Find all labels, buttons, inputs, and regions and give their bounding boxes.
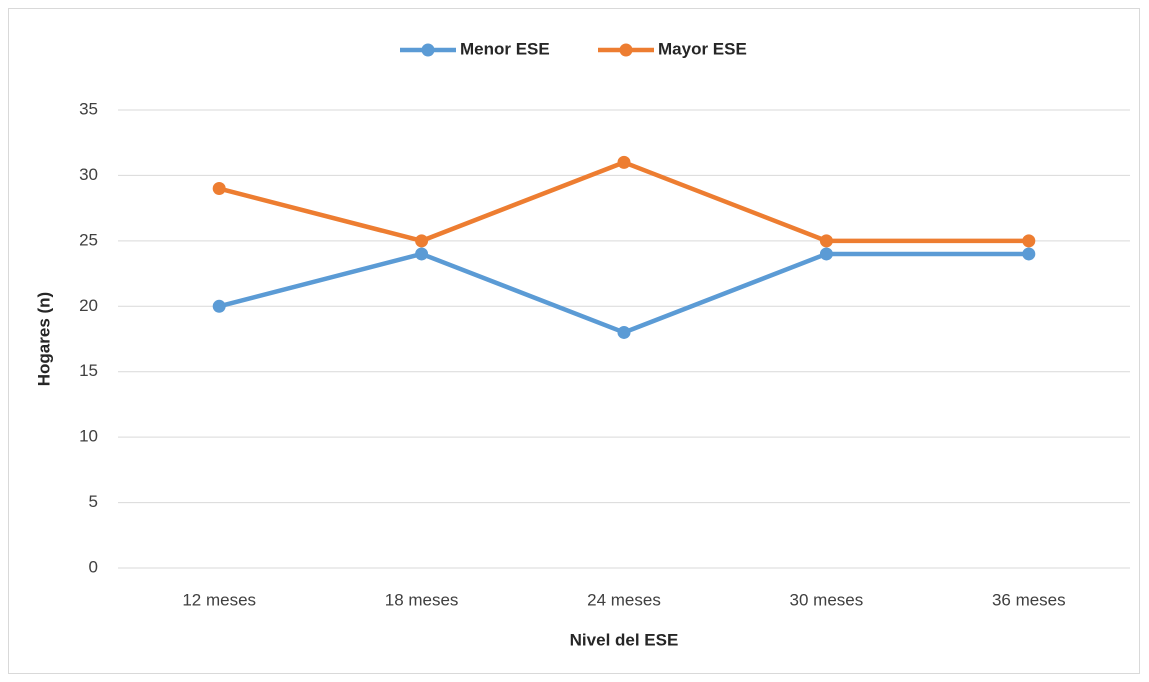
x-tick-label: 12 meses xyxy=(182,590,256,609)
y-tick-label: 25 xyxy=(79,230,98,249)
y-tick-label: 0 xyxy=(89,557,98,576)
x-tick-label: 18 meses xyxy=(385,590,459,609)
y-tick-label: 10 xyxy=(79,427,98,446)
y-tick-label: 30 xyxy=(79,165,98,184)
data-point xyxy=(617,325,631,339)
y-tick-label: 20 xyxy=(79,296,98,315)
data-point xyxy=(819,247,833,261)
data-point xyxy=(1022,247,1036,261)
data-point xyxy=(212,182,226,196)
y-axis-label: Hogares (n) xyxy=(34,292,53,386)
y-tick-label: 35 xyxy=(79,99,98,118)
data-point xyxy=(617,155,631,169)
legend-label: Mayor ESE xyxy=(658,39,747,58)
chart-border xyxy=(8,8,1140,674)
data-point xyxy=(415,247,429,261)
x-axis-label: Nivel del ESE xyxy=(570,630,679,649)
y-tick-label: 5 xyxy=(89,492,98,511)
data-point xyxy=(819,234,833,248)
legend-marker xyxy=(421,43,435,57)
x-tick-label: 24 meses xyxy=(587,590,661,609)
data-point xyxy=(415,234,429,248)
x-tick-label: 30 meses xyxy=(790,590,864,609)
x-tick-label: 36 meses xyxy=(992,590,1066,609)
y-tick-label: 15 xyxy=(79,361,98,380)
data-point xyxy=(1022,234,1036,248)
legend-label: Menor ESE xyxy=(460,39,550,58)
legend-marker xyxy=(619,43,633,57)
data-point xyxy=(212,299,226,313)
